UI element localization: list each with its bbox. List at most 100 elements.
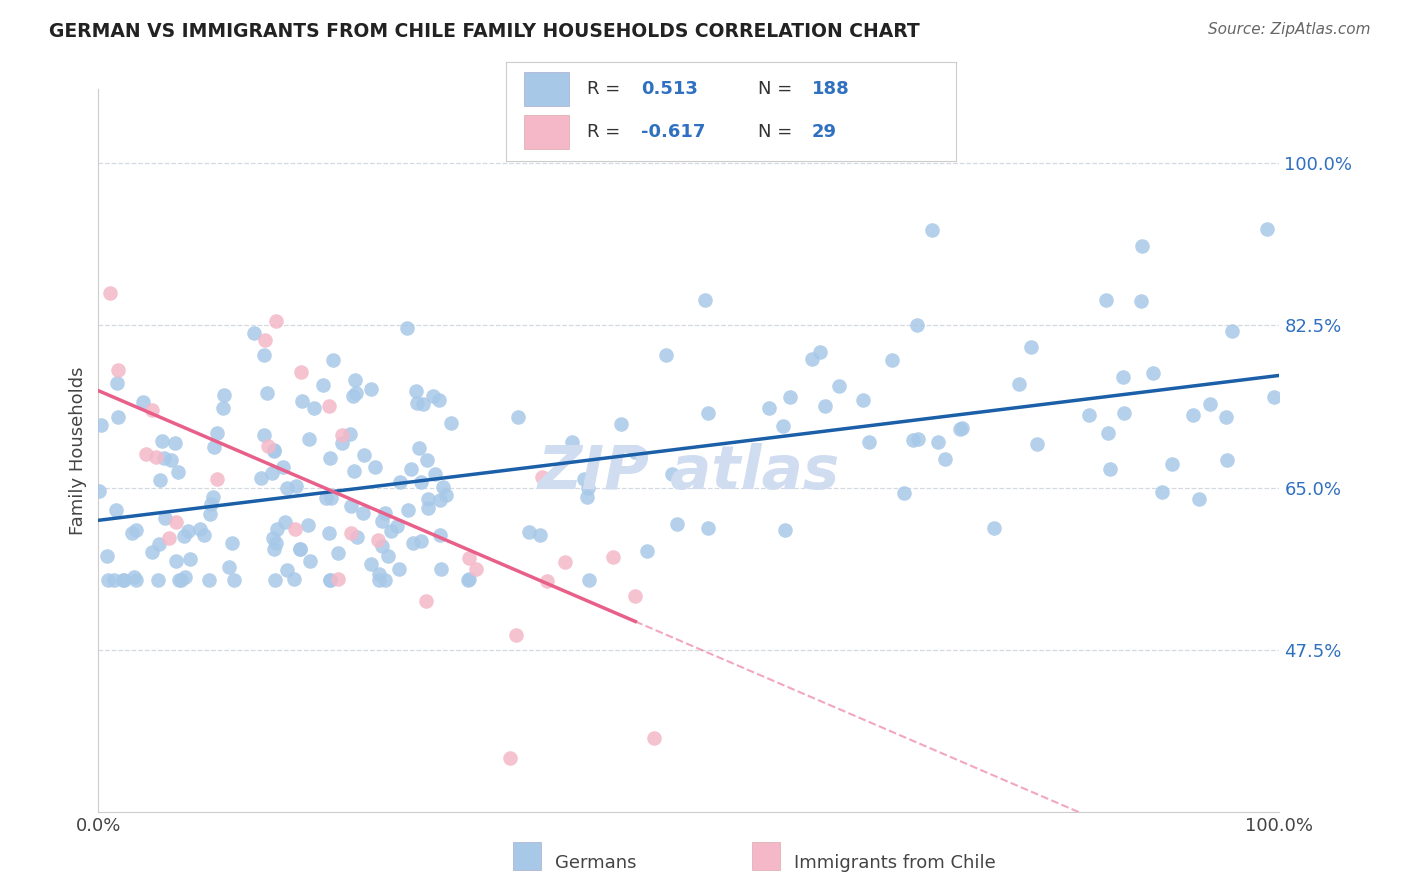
Point <box>374 573 396 587</box>
Point <box>319 573 342 587</box>
Point <box>221 536 243 550</box>
Point <box>1181 408 1204 422</box>
Point <box>439 416 461 430</box>
Point <box>389 475 412 489</box>
Point <box>399 462 422 476</box>
Point <box>288 542 311 557</box>
Y-axis label: Family Households: Family Households <box>69 367 87 534</box>
Point <box>411 475 433 489</box>
Point <box>1130 238 1153 252</box>
Point <box>169 573 191 587</box>
Point <box>145 450 167 464</box>
Point <box>103 573 125 587</box>
Point <box>283 572 305 586</box>
Point <box>212 388 235 402</box>
Point <box>224 573 246 587</box>
Point <box>636 544 658 558</box>
Point <box>125 573 148 587</box>
Point <box>808 344 831 359</box>
Point <box>146 573 169 587</box>
Point <box>1112 370 1135 384</box>
Point <box>430 562 453 576</box>
Point <box>107 363 129 377</box>
Point <box>253 333 276 347</box>
Point <box>319 573 342 587</box>
Point <box>285 479 308 493</box>
Point <box>288 541 311 556</box>
Text: R =: R = <box>588 80 626 98</box>
Point <box>610 417 633 431</box>
Point <box>411 533 433 548</box>
Point <box>343 464 366 478</box>
Point <box>396 321 419 335</box>
Point <box>1129 293 1152 308</box>
Point <box>1263 390 1285 404</box>
Point <box>380 524 402 538</box>
Point <box>458 572 481 586</box>
Text: N =: N = <box>758 80 799 98</box>
Point <box>858 435 880 450</box>
Point <box>256 386 278 401</box>
Point <box>429 493 451 508</box>
Text: Immigrants from Chile: Immigrants from Chile <box>794 855 995 872</box>
Point <box>1142 366 1164 380</box>
Point <box>1099 462 1122 476</box>
Text: Germans: Germans <box>555 855 637 872</box>
Point <box>253 348 276 362</box>
Point <box>318 400 340 414</box>
Point <box>508 410 530 425</box>
Point <box>405 384 427 398</box>
Point <box>263 444 285 458</box>
Point <box>276 563 298 577</box>
Point <box>561 434 583 449</box>
Point <box>179 552 201 566</box>
Point <box>880 352 903 367</box>
Bar <box>524 72 569 105</box>
Point <box>775 523 797 537</box>
Point <box>371 539 394 553</box>
Point <box>772 419 794 434</box>
Point <box>264 573 287 587</box>
Point <box>1256 222 1278 236</box>
Point <box>949 422 972 436</box>
Point <box>160 453 183 467</box>
Point <box>284 522 307 536</box>
Point <box>263 442 285 457</box>
Point <box>207 425 229 440</box>
Point <box>271 459 294 474</box>
Point <box>193 527 215 541</box>
Point <box>901 433 924 447</box>
Point <box>330 427 353 442</box>
Point <box>260 467 283 481</box>
Point <box>499 751 522 765</box>
Point <box>297 517 319 532</box>
Text: GERMAN VS IMMIGRANTS FROM CHILE FAMILY HOUSEHOLDS CORRELATION CHART: GERMAN VS IMMIGRANTS FROM CHILE FAMILY H… <box>49 22 920 41</box>
Point <box>148 536 170 550</box>
Point <box>132 395 155 409</box>
Point <box>218 560 240 574</box>
Point <box>198 573 221 587</box>
Point <box>318 525 340 540</box>
Point <box>121 526 143 541</box>
Point <box>624 590 647 604</box>
Point <box>415 593 437 607</box>
Point <box>256 439 278 453</box>
Point <box>264 536 287 550</box>
Point <box>661 467 683 482</box>
Text: 29: 29 <box>813 123 837 141</box>
Point <box>346 385 368 400</box>
Point <box>150 434 173 448</box>
Point <box>429 528 451 542</box>
Point <box>800 352 823 367</box>
Point <box>1097 425 1119 440</box>
Point <box>517 525 540 540</box>
Point <box>173 528 195 542</box>
Point <box>105 503 128 517</box>
Point <box>927 435 949 450</box>
Point <box>298 432 321 446</box>
Point <box>328 546 350 560</box>
Bar <box>524 115 569 149</box>
Point <box>385 518 408 533</box>
Point <box>188 522 211 536</box>
Point <box>135 448 157 462</box>
